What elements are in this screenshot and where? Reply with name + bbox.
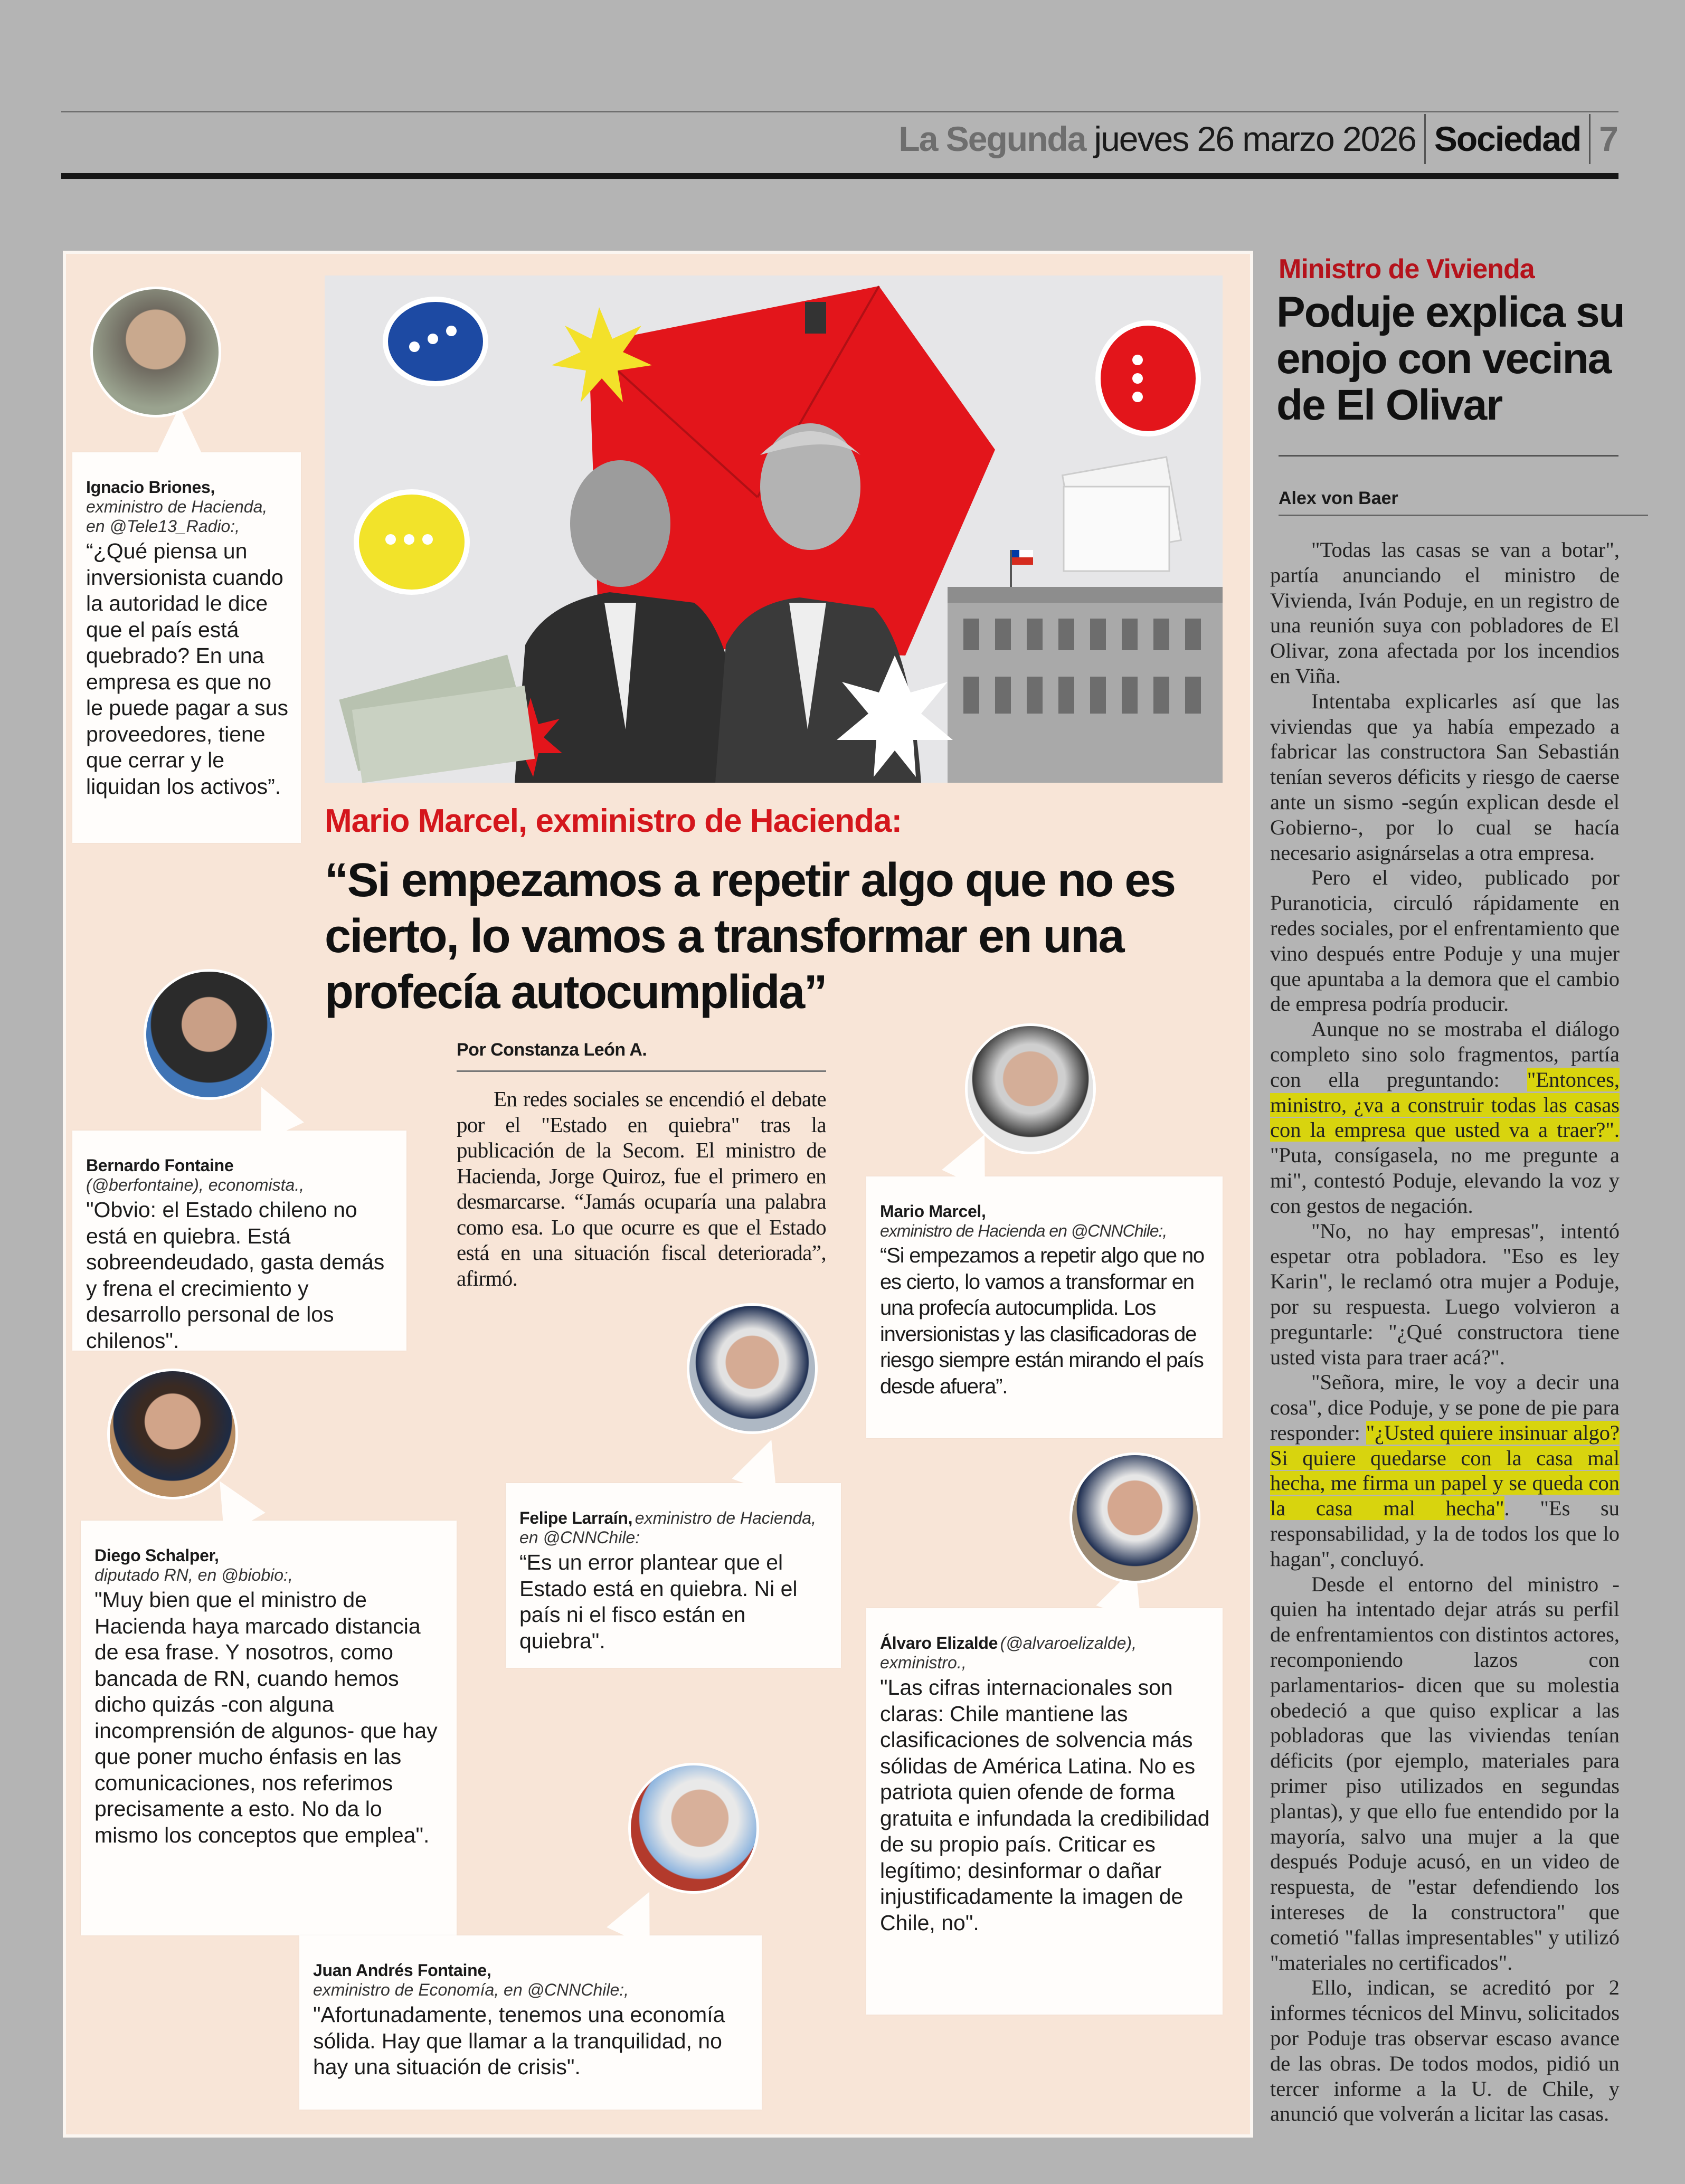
side-article-paragraph: Desde el entorno del ministro -quien ha … (1270, 1572, 1620, 1976)
blue-speech-bubble-icon (383, 297, 488, 386)
side-article-paragraph: "Todas las casas se van a botar", partía… (1270, 537, 1620, 689)
quote-author: Álvaro Elizalde (880, 1634, 998, 1653)
avatar-diego-schalper (107, 1369, 238, 1499)
paragraph-text: Desde el entorno del ministro -quien ha … (1270, 1572, 1620, 1974)
side-article-paragraph: Aunque no se mostraba el diálogo complet… (1270, 1017, 1620, 1218)
paragraph-text: "Puta, consígasela, no me pregunte a mi"… (1270, 1143, 1620, 1218)
quote-card: Bernardo Fontaine (@berfontaine), econom… (72, 1131, 406, 1353)
quote-text: "Afortunadamente, tenemos una economía s… (313, 2002, 725, 2079)
quote-card: Juan Andrés Fontaine, exministro de Econ… (299, 1935, 762, 2110)
white-burst-icon (837, 656, 953, 777)
highlighted-quote: "¿Usted quiere insinuar algo? Si quiere … (1270, 1420, 1620, 1521)
page-number: 7 (1599, 119, 1618, 158)
paragraph-text: . "Es su responsabilidad, y la de todos … (1270, 1496, 1620, 1571)
side-headline-rule (1279, 455, 1618, 457)
paragraph-text: "Señora, mire, le voy a decir una cosa",… (1270, 1370, 1620, 1445)
paragraph-text: Aunque no se mostraba el diálogo complet… (1270, 1017, 1620, 1091)
quote-author: Juan Andrés Fontaine, (313, 1961, 491, 1980)
section-name: Sociedad (1434, 119, 1582, 158)
avatar-alvaro-elizalde (1069, 1452, 1200, 1583)
side-article-author: Alex von Baer (1279, 488, 1398, 508)
issue-date: jueves 26 marzo 2026 (1094, 119, 1416, 158)
side-article-headline: Poduje explica su enojo con vecina de El… (1276, 288, 1625, 429)
side-article-paragraph: Pero el video, publicado por Puranoticia… (1270, 865, 1620, 1017)
quote-text: “Si empezamos a repetir algo que no es c… (880, 1244, 1205, 1398)
avatar-felipe-larrain (687, 1303, 818, 1434)
side-article-paragraph: Ello, indican, se acreditó por 2 informe… (1270, 1975, 1620, 2126)
paragraph-text: Ello, indican, se acreditó por 2 informe… (1270, 1976, 1620, 2126)
folders-image (1061, 456, 1182, 572)
quote-role: exministro de Economía, en @CNNChile:, (313, 1980, 629, 1999)
quote-card: Álvaro Elizalde (@alvaroelizalde), exmin… (866, 1608, 1223, 2015)
side-article-paragraph: "No, no hay empresas", intentó espetar o… (1270, 1219, 1620, 1370)
quote-author: Felipe Larraín, (519, 1508, 633, 1527)
quote-card: Felipe Larraín, exministro de Hacienda, … (506, 1483, 841, 1668)
yellow-speech-bubble-icon (354, 489, 470, 595)
quote-card: Diego Schalper, diputado RN, en @biobio:… (81, 1521, 457, 1935)
header-divider (1424, 113, 1426, 164)
quote-author: Ignacio Briones, (86, 478, 215, 497)
quote-text: “¿Qué piensa un inversionista cuando la … (86, 539, 288, 799)
red-speech-bubble-icon (1095, 320, 1201, 436)
yellow-burst-icon (552, 307, 652, 402)
collage-illustration (325, 276, 1223, 783)
header-thick-rule (61, 173, 1618, 179)
quote-role: (@berfontaine), economista., (86, 1175, 305, 1194)
quote-card: Mario Marcel, exministro de Hacienda en … (866, 1176, 1223, 1438)
quote-text: "Obvio: el Estado chileno no está en qui… (86, 1198, 385, 1353)
article-kicker: Mario Marcel, exministro de Hacienda: (325, 803, 902, 839)
quote-author: Diego Schalper, (94, 1546, 219, 1565)
article-headline: “Si empezamos a repetir algo que no es c… (325, 854, 1176, 1019)
avatar-mario-marcel (965, 1023, 1096, 1154)
side-article-body: "Todas las casas se van a botar", partía… (1270, 537, 1620, 2126)
binder-clip-icon (805, 302, 826, 334)
article-byline: Por Constanza León A. (457, 1040, 647, 1060)
money-image (339, 654, 535, 783)
building-image (948, 550, 1223, 783)
publication-name: La Segunda (898, 119, 1086, 158)
paragraph-text: Pero el video, publicado por Puranoticia… (1270, 866, 1620, 1016)
avatar-ignacio-briones (90, 287, 221, 417)
quote-role: (@alvaroelizalde), exministro., (880, 1634, 1137, 1672)
byline-rule (457, 1070, 826, 1072)
paragraph-text: "Todas las casas se van a botar", partía… (1270, 538, 1620, 688)
quote-role: exministro de Hacienda, en @CNNChile: (519, 1508, 816, 1547)
quote-text: “Es un error plantear que el Estado está… (519, 1550, 798, 1653)
quote-role: exministro de Hacienda en @CNNChile:, (880, 1221, 1167, 1240)
avatar-juan-andres-fontaine (628, 1763, 759, 1894)
quote-card: Ignacio Briones, exministro de Hacienda,… (72, 452, 301, 843)
article-lead-paragraph: En redes sociales se encendió el debate … (457, 1087, 827, 1290)
quote-role: diputado RN, en @biobio:, (94, 1565, 293, 1584)
quote-author: Bernardo Fontaine (86, 1156, 234, 1175)
side-article-paragraph: Intentaba explicarles así que las vivien… (1270, 689, 1620, 866)
page-header: La Segunda jueves 26 marzo 2026 Sociedad… (898, 113, 1618, 164)
header-divider (1589, 113, 1591, 164)
side-author-rule (1279, 515, 1648, 516)
header-rule (61, 111, 1618, 112)
quote-role: exministro de Hacienda, en @Tele13_Radio… (86, 497, 268, 536)
avatar-bernardo-fontaine (144, 969, 274, 1100)
side-article-paragraph: "Señora, mire, le voy a decir una cosa",… (1270, 1370, 1620, 1571)
side-article-kicker: Ministro de Vivienda (1279, 254, 1535, 284)
quote-text: "Muy bien que el ministro de Hacienda ha… (94, 1588, 438, 1847)
paragraph-text: Intentaba explicarles así que las vivien… (1270, 689, 1620, 865)
quote-text: "Las cifras internacionales son claras: … (880, 1675, 1210, 1935)
quote-author: Mario Marcel, (880, 1202, 986, 1221)
paragraph-text: "No, no hay empresas", intentó espetar o… (1270, 1219, 1620, 1369)
